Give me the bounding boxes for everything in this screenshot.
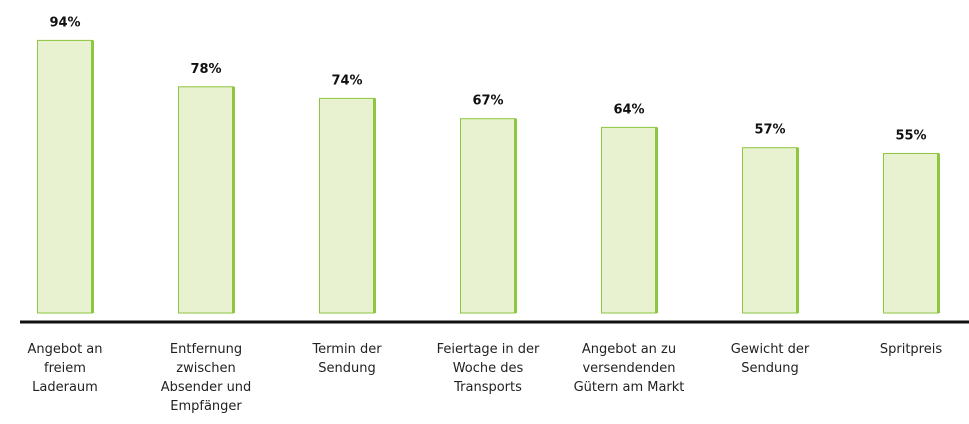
value-label: 57% xyxy=(754,123,785,138)
value-label: 74% xyxy=(331,73,362,88)
bar xyxy=(460,118,516,314)
bar-edge xyxy=(232,86,235,313)
bar xyxy=(37,39,93,314)
bar-edge xyxy=(796,147,799,313)
category-label: Angebot an freiem Laderaum xyxy=(27,342,103,395)
bar-edge xyxy=(91,40,94,314)
category-label: Entfernung zwischen Absender und Empfäng… xyxy=(160,342,252,414)
bar xyxy=(742,147,798,314)
value-label: 64% xyxy=(613,102,644,117)
value-label: 55% xyxy=(895,129,926,144)
category-label: Spritpreis xyxy=(879,342,943,357)
bar xyxy=(883,153,939,314)
bar xyxy=(319,97,375,314)
category-label: Angebot an zu versendenden Gütern am Mar… xyxy=(573,342,685,395)
bar-edge xyxy=(373,98,376,314)
value-label: 67% xyxy=(472,94,503,109)
value-label: 94% xyxy=(49,15,80,30)
bar-edge xyxy=(655,127,658,314)
category-label: Termin der Sendung xyxy=(312,342,382,376)
bar xyxy=(601,126,657,314)
bar-edge xyxy=(937,153,940,313)
category-label: Feiertage in der Woche des Transports xyxy=(436,342,540,395)
bar-edge xyxy=(514,118,517,313)
bar xyxy=(178,86,234,314)
value-label: 78% xyxy=(190,62,221,77)
category-label: Gewicht der Sendung xyxy=(730,342,810,376)
